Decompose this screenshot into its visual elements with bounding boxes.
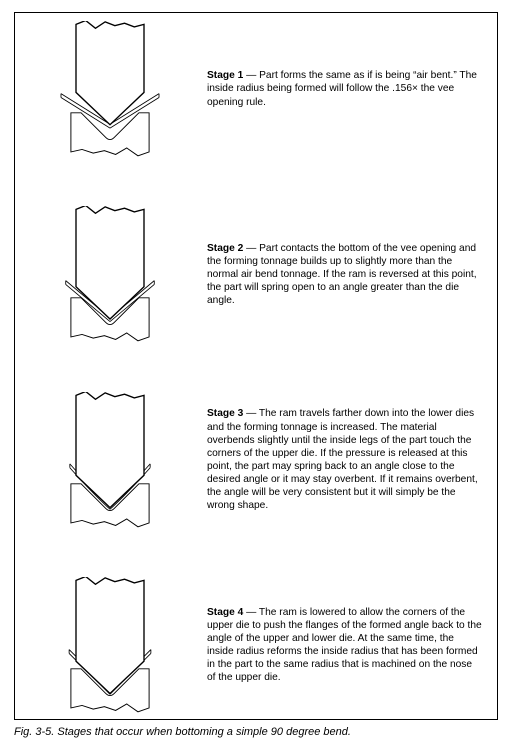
figure-frame: Stage 1 — Part forms the same as if is b… <box>14 12 498 720</box>
stage-label: Stage 4 <box>207 607 243 618</box>
bend-diagram <box>25 206 195 342</box>
stage-text: Stage 2 — Part contacts the bottom of th… <box>207 242 487 307</box>
page: Stage 1 — Part forms the same as if is b… <box>0 0 512 750</box>
stage-diagram <box>25 577 195 713</box>
stage-text: Stage 1 — Part forms the same as if is b… <box>207 69 487 108</box>
bend-diagram <box>25 392 195 528</box>
figure-caption: Fig. 3-5. Stages that occur when bottomi… <box>14 726 498 738</box>
stage-label: Stage 1 <box>207 70 243 81</box>
stage-text: Stage 4 — The ram is lowered to allow th… <box>207 606 487 684</box>
stage-label: Stage 3 <box>207 408 243 419</box>
bend-diagram <box>25 577 195 713</box>
stage-label: Stage 2 <box>207 243 243 254</box>
stage-diagram <box>25 206 195 342</box>
stage-description: The ram travels farther down into the lo… <box>207 408 478 510</box>
stage-description: Part forms the same as if is being “air … <box>207 70 477 107</box>
stage-description: The ram is lowered to allow the corners … <box>207 607 482 683</box>
stage-description: Part contacts the bottom of the vee open… <box>207 243 477 306</box>
stage-row-3: Stage 3 — The ram travels farther down i… <box>25 392 487 528</box>
bend-diagram <box>25 21 195 157</box>
stage-diagram <box>25 392 195 528</box>
stage-diagram <box>25 21 195 157</box>
stage-row-1: Stage 1 — Part forms the same as if is b… <box>25 21 487 157</box>
stage-row-2: Stage 2 — Part contacts the bottom of th… <box>25 206 487 342</box>
stage-row-4: Stage 4 — The ram is lowered to allow th… <box>25 577 487 713</box>
stage-text: Stage 3 — The ram travels farther down i… <box>207 407 487 511</box>
